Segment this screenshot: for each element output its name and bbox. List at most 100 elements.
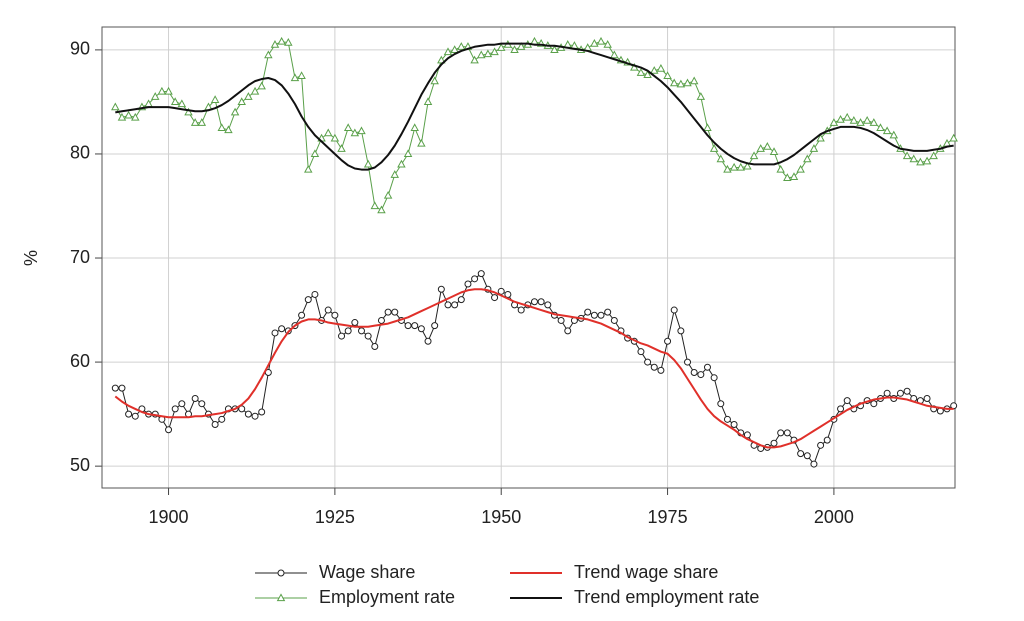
marker (717, 400, 725, 408)
marker (457, 42, 466, 50)
marker (244, 410, 252, 418)
marker (783, 429, 791, 437)
marker (723, 164, 732, 173)
marker (184, 107, 193, 116)
marker (803, 452, 811, 460)
marker (451, 301, 459, 309)
series-line (115, 42, 954, 171)
marker (390, 170, 400, 178)
marker (278, 325, 286, 333)
marker (776, 164, 785, 173)
marker (590, 39, 599, 47)
marker (351, 319, 359, 327)
marker (684, 358, 692, 366)
marker (903, 387, 911, 395)
marker (637, 348, 645, 356)
marker (357, 126, 366, 135)
marker (510, 45, 519, 53)
marker (397, 159, 406, 168)
marker (211, 421, 219, 429)
marker (165, 426, 173, 434)
marker (950, 402, 958, 410)
marker (277, 36, 286, 45)
marker (597, 311, 605, 319)
marker (170, 97, 180, 106)
y-axis-label: % (21, 250, 41, 266)
marker (337, 144, 346, 152)
x-tick-label: 1925 (315, 507, 355, 527)
marker (563, 40, 573, 48)
y-tick-label: 70 (70, 247, 90, 267)
marker (683, 78, 692, 87)
marker (450, 45, 459, 53)
marker (258, 408, 266, 416)
marker (590, 311, 598, 319)
marker (697, 371, 705, 379)
marker (417, 138, 426, 147)
marker (363, 159, 373, 168)
marker (669, 78, 679, 87)
marker (383, 190, 393, 199)
marker (470, 55, 479, 64)
marker (663, 71, 672, 80)
marker (271, 329, 279, 337)
marker (676, 79, 686, 88)
legend-marker (276, 593, 286, 602)
marker (610, 50, 619, 59)
marker (264, 50, 273, 59)
marker (810, 460, 818, 468)
marker (902, 151, 912, 160)
marker (338, 332, 346, 340)
marker (550, 45, 559, 53)
marker (610, 316, 618, 324)
marker (856, 118, 865, 126)
marker (344, 327, 352, 335)
marker (909, 154, 918, 163)
marker (869, 118, 879, 126)
marker (377, 205, 386, 214)
marker (770, 439, 778, 447)
marker (350, 128, 360, 137)
marker (304, 296, 312, 304)
marker (298, 311, 306, 319)
marker (124, 110, 133, 119)
y-tick-label: 50 (70, 455, 90, 475)
marker (882, 126, 892, 135)
marker (716, 154, 726, 163)
marker (403, 149, 413, 158)
marker (769, 147, 779, 155)
plot-frame (101, 26, 956, 489)
marker (250, 86, 260, 95)
marker (703, 123, 712, 132)
marker (444, 301, 452, 309)
marker (477, 50, 486, 59)
marker (837, 405, 845, 413)
marker (118, 384, 126, 392)
marker (490, 47, 499, 56)
marker (842, 112, 852, 121)
marker (177, 99, 187, 108)
marker (230, 107, 240, 116)
marker (796, 164, 805, 173)
marker (210, 95, 220, 103)
x-tick-label: 1900 (149, 507, 189, 527)
marker (504, 290, 512, 298)
marker (544, 301, 552, 309)
marker (131, 412, 139, 420)
marker (823, 436, 831, 444)
marker (437, 285, 445, 293)
marker (677, 327, 685, 335)
marker (391, 308, 399, 316)
marker (596, 36, 606, 45)
marker (803, 154, 812, 163)
series-line (114, 288, 954, 449)
marker (584, 308, 592, 316)
marker (664, 337, 672, 345)
marker (763, 142, 772, 150)
marker (164, 86, 173, 95)
marker (929, 151, 938, 160)
marker (517, 306, 525, 314)
y-tick-label: 90 (70, 39, 90, 59)
marker (636, 68, 646, 76)
